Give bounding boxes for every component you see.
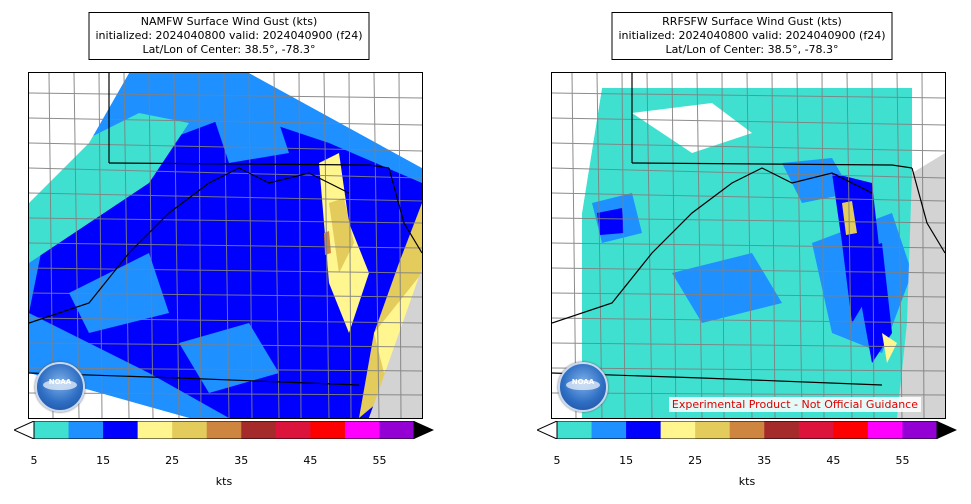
colorbar-segment — [344, 421, 380, 439]
colorbar-segment — [172, 421, 208, 439]
map-canvas — [552, 73, 945, 418]
colorbar-under-arrow — [14, 421, 35, 439]
namfw-panel: NAMFW Surface Wind Gust (kts) initialize… — [14, 0, 444, 504]
colorbar — [14, 421, 434, 439]
colorbar-segment — [310, 421, 346, 439]
colorbar-segment — [833, 421, 869, 439]
colorbar-segment — [241, 421, 277, 439]
colorbar-segment — [206, 421, 242, 439]
noaa-logo: NOAA — [35, 362, 85, 412]
title-line-2: initialized: 2024040800 valid: 202404090… — [618, 29, 886, 42]
colorbar-segment — [557, 421, 593, 439]
colorbar-tick-label: 25 — [165, 454, 180, 467]
colorbar-segment — [68, 421, 104, 439]
colorbar-segment — [902, 421, 938, 439]
colorbar-tick-label: 35 — [234, 454, 249, 467]
colorbar-tick-label: 45 — [826, 454, 841, 467]
colorbar-segment — [729, 421, 765, 439]
colorbar-frame — [556, 421, 938, 439]
colorbar-tick-label: 45 — [303, 454, 318, 467]
colorbar-segment — [660, 421, 696, 439]
colorbar-tick-label: 5 — [553, 454, 561, 467]
title-line-2: initialized: 2024040800 valid: 202404090… — [95, 29, 363, 42]
colorbar-segment — [695, 421, 731, 439]
rrfsfw-panel: RRFSFW Surface Wind Gust (kts) initializ… — [537, 0, 967, 504]
title-line-3: Lat/Lon of Center: 38.5°, -78.3° — [665, 43, 839, 56]
colorbar-tick-label: 55 — [372, 454, 387, 467]
map-canvas — [29, 73, 422, 418]
colorbar-segment — [137, 421, 173, 439]
colorbar — [537, 421, 957, 439]
colorbar-tick-label: 15 — [619, 454, 634, 467]
wind-gust-map: NOAA Experimental Product - Not Official… — [551, 72, 946, 419]
colorbar-segment — [275, 421, 311, 439]
colorbar-tick-label: 15 — [96, 454, 111, 467]
colorbar-tick-label: 35 — [757, 454, 772, 467]
colorbar-frame — [33, 421, 415, 439]
wind-gust-map: NOAA — [28, 72, 423, 419]
colorbar-over-arrow — [937, 421, 957, 439]
colorbar-ticks: 5 15 25 35 45 55 — [14, 454, 434, 468]
experimental-disclaimer: Experimental Product - Not Official Guid… — [668, 397, 921, 412]
title-line-1: RRFSFW Surface Wind Gust (kts) — [662, 15, 842, 28]
colorbar-segment — [591, 421, 627, 439]
colorbar-segment — [798, 421, 834, 439]
colorbar-segment — [867, 421, 903, 439]
title-line-3: Lat/Lon of Center: 38.5°, -78.3° — [142, 43, 316, 56]
colorbar-segment — [379, 421, 415, 439]
map-title: RRFSFW Surface Wind Gust (kts) initializ… — [611, 12, 893, 60]
colorbar-segment — [626, 421, 662, 439]
colorbar-segment — [764, 421, 800, 439]
colorbar-segment — [34, 421, 70, 439]
colorbar-unit-label: kts — [215, 475, 233, 488]
colorbar-segment — [103, 421, 139, 439]
colorbar-over-arrow — [414, 421, 434, 439]
title-line-1: NAMFW Surface Wind Gust (kts) — [140, 15, 318, 28]
colorbar-unit-label: kts — [738, 475, 756, 488]
map-title: NAMFW Surface Wind Gust (kts) initialize… — [88, 12, 370, 60]
colorbar-tick-label: 55 — [895, 454, 910, 467]
colorbar-under-arrow — [537, 421, 558, 439]
colorbar-ticks: 5 15 25 35 45 55 — [537, 454, 957, 468]
noaa-logo: NOAA — [558, 362, 608, 412]
colorbar-tick-label: 25 — [688, 454, 703, 467]
colorbar-tick-label: 5 — [30, 454, 38, 467]
